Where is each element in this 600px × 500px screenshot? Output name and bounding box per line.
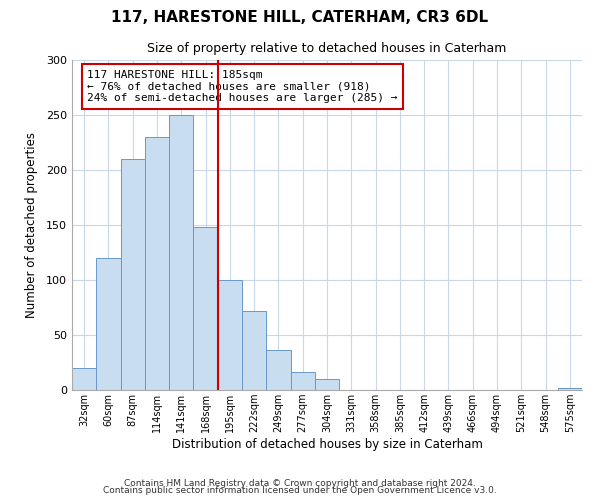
Bar [218, 280, 242, 390]
Text: 117, HARESTONE HILL, CATERHAM, CR3 6DL: 117, HARESTONE HILL, CATERHAM, CR3 6DL [112, 10, 488, 25]
Bar [266, 350, 290, 390]
X-axis label: Distribution of detached houses by size in Caterham: Distribution of detached houses by size … [172, 438, 482, 451]
Bar [315, 379, 339, 390]
Bar [558, 388, 582, 390]
Y-axis label: Number of detached properties: Number of detached properties [25, 132, 38, 318]
Bar [290, 372, 315, 390]
Bar [193, 227, 218, 390]
Bar [242, 311, 266, 390]
Bar [96, 258, 121, 390]
Text: 117 HARESTONE HILL: 185sqm
← 76% of detached houses are smaller (918)
24% of sem: 117 HARESTONE HILL: 185sqm ← 76% of deta… [88, 70, 398, 103]
Title: Size of property relative to detached houses in Caterham: Size of property relative to detached ho… [148, 42, 506, 54]
Bar [145, 137, 169, 390]
Bar [169, 115, 193, 390]
Text: Contains HM Land Registry data © Crown copyright and database right 2024.: Contains HM Land Registry data © Crown c… [124, 478, 476, 488]
Bar [121, 159, 145, 390]
Text: Contains public sector information licensed under the Open Government Licence v3: Contains public sector information licen… [103, 486, 497, 495]
Bar [72, 368, 96, 390]
